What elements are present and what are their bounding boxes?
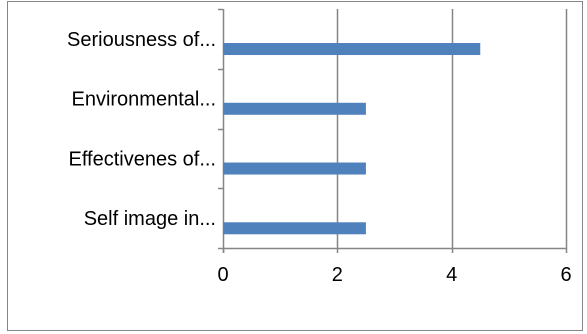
bar-1 [223,43,481,56]
bar-4 [223,222,366,235]
category-label-3: Effectivenes of... [69,148,217,170]
x-tick-label-0: 0 [217,264,228,286]
x-tick-label-4: 4 [446,264,457,286]
category-labels: Seriousness of... Environmental... Effecti… [67,29,216,230]
bar-2 [223,102,366,115]
bar-3 [223,162,366,175]
x-tick-labels: 0 2 4 6 [217,264,571,286]
x-tick-label-6: 6 [560,264,571,286]
category-label-4: Self image in... [84,208,216,230]
x-tick-label-2: 2 [332,264,343,286]
category-label-1: Seriousness of... [67,29,216,51]
bars [223,43,481,235]
category-label-2: Environmental... [71,89,216,111]
